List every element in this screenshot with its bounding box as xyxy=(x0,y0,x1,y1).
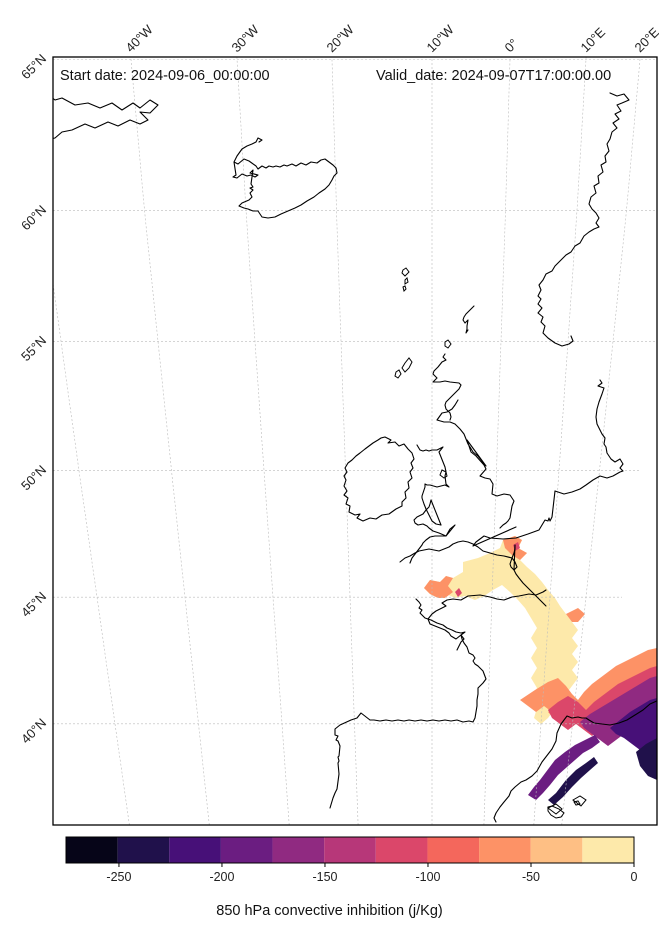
svg-text:-250: -250 xyxy=(106,870,131,884)
svg-text:-50: -50 xyxy=(522,870,540,884)
svg-text:0: 0 xyxy=(631,870,638,884)
svg-text:-150: -150 xyxy=(312,870,337,884)
svg-text:-100: -100 xyxy=(415,870,440,884)
svg-text:-200: -200 xyxy=(209,870,234,884)
